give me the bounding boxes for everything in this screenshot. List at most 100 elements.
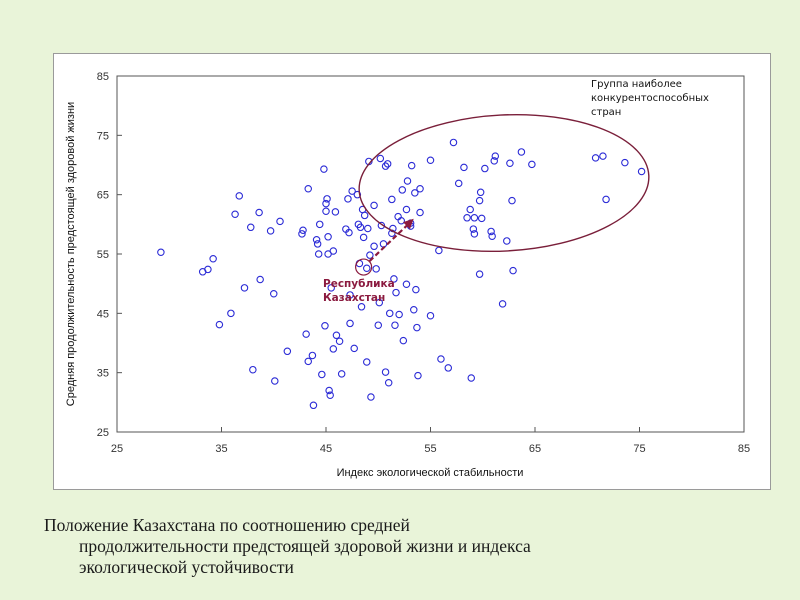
- data-point: [426, 311, 435, 320]
- data-point: [398, 186, 407, 194]
- x-tick-label: 35: [215, 443, 227, 455]
- x-tick-label: 75: [633, 443, 645, 455]
- data-point: [388, 195, 396, 204]
- data-point: [470, 230, 479, 238]
- y-tick-label: 55: [97, 249, 109, 261]
- y-tick-label: 65: [97, 190, 109, 202]
- data-point: [377, 221, 386, 230]
- data-point: [320, 165, 328, 173]
- data-point: [209, 254, 217, 263]
- data-point: [517, 148, 526, 156]
- data-point: [385, 309, 394, 318]
- x-tick-label: 65: [529, 443, 541, 455]
- data-point: [390, 275, 398, 283]
- data-point: [327, 284, 335, 292]
- data-point: [266, 227, 275, 235]
- data-point: [370, 201, 378, 210]
- data-point: [411, 189, 419, 197]
- data-point: [360, 211, 369, 220]
- data-point: [350, 344, 358, 353]
- data-point: [283, 347, 292, 356]
- data-point: [231, 210, 239, 218]
- data-point: [466, 205, 474, 214]
- data-point: [204, 265, 212, 274]
- y-tick-label: 85: [97, 71, 109, 83]
- data-point: [345, 228, 353, 237]
- data-point: [528, 160, 536, 169]
- plot-area: [116, 75, 745, 433]
- data-point: [476, 188, 485, 197]
- chart-frame: 25 35 45 55 65 75 85 85 75 65 55 45 35 25 Группа наиб…: [53, 53, 771, 490]
- figure-caption: Положение Казахстана по соотношению сред…: [44, 515, 744, 578]
- data-point: [322, 199, 330, 208]
- data-point: [470, 214, 479, 222]
- data-point: [375, 298, 384, 307]
- competitive-group-ellipse: [358, 113, 650, 253]
- data-point: [460, 163, 468, 172]
- data-point: [407, 161, 416, 170]
- data-point: [363, 264, 371, 272]
- data-point: [475, 270, 484, 278]
- data-point: [469, 225, 478, 233]
- data-point: [508, 196, 516, 205]
- data-point: [599, 152, 607, 160]
- data-point: [376, 154, 385, 163]
- data-point: [410, 306, 418, 314]
- data-point: [402, 205, 411, 214]
- group-label-line1: Группа наиболее: [591, 79, 682, 90]
- data-point: [444, 364, 453, 372]
- data-point: [481, 164, 489, 173]
- data-point: [372, 265, 380, 273]
- caption-line-2: продолжительности предстоящей здоровой ж…: [79, 536, 531, 556]
- kazakhstan-arrowhead: [403, 218, 414, 230]
- data-point: [356, 223, 365, 232]
- data-point: [312, 236, 321, 244]
- data-point: [308, 351, 317, 360]
- x-tick-label: 45: [320, 443, 332, 455]
- data-point: [276, 217, 284, 226]
- data-point: [357, 303, 366, 311]
- data-point: [346, 319, 354, 328]
- data-points: [157, 138, 646, 410]
- data-point: [509, 266, 517, 275]
- data-point: [477, 214, 486, 223]
- data-point: [370, 242, 378, 251]
- data-point: [381, 368, 390, 376]
- data-point: [437, 355, 445, 363]
- x-tick-label: 55: [424, 443, 436, 455]
- data-point: [353, 190, 362, 199]
- data-point: [374, 321, 382, 329]
- data-point: [323, 195, 331, 203]
- data-point: [298, 230, 306, 238]
- data-point: [359, 233, 368, 242]
- data-point: [326, 391, 334, 399]
- data-point: [256, 275, 264, 284]
- kazakhstan-highlight-circle: [355, 258, 373, 276]
- data-point: [414, 371, 422, 380]
- data-point: [249, 365, 257, 374]
- x-tick-label: 25: [111, 443, 123, 455]
- data-point: [392, 288, 400, 297]
- data-point: [215, 320, 224, 329]
- data-point: [329, 247, 338, 255]
- data-point: [271, 377, 279, 385]
- data-point: [325, 386, 333, 395]
- data-point: [602, 195, 610, 204]
- data-point: [637, 167, 646, 176]
- data-point: [335, 337, 344, 345]
- data-point: [391, 321, 399, 329]
- data-point: [346, 291, 354, 299]
- data-point: [240, 284, 249, 292]
- data-point: [227, 309, 235, 318]
- data-point: [413, 323, 421, 332]
- data-point: [487, 227, 495, 236]
- data-point: [491, 152, 500, 160]
- chart-annotations: Группа наиболее конкурентоспособных стра…: [323, 79, 709, 304]
- group-label-line2: конкурентоспособных: [591, 93, 709, 104]
- data-point: [313, 240, 322, 248]
- kazakhstan-arrow: [368, 223, 409, 262]
- data-point: [399, 336, 408, 345]
- data-point: [402, 280, 411, 289]
- data-point: [157, 248, 165, 256]
- data-point: [621, 158, 629, 167]
